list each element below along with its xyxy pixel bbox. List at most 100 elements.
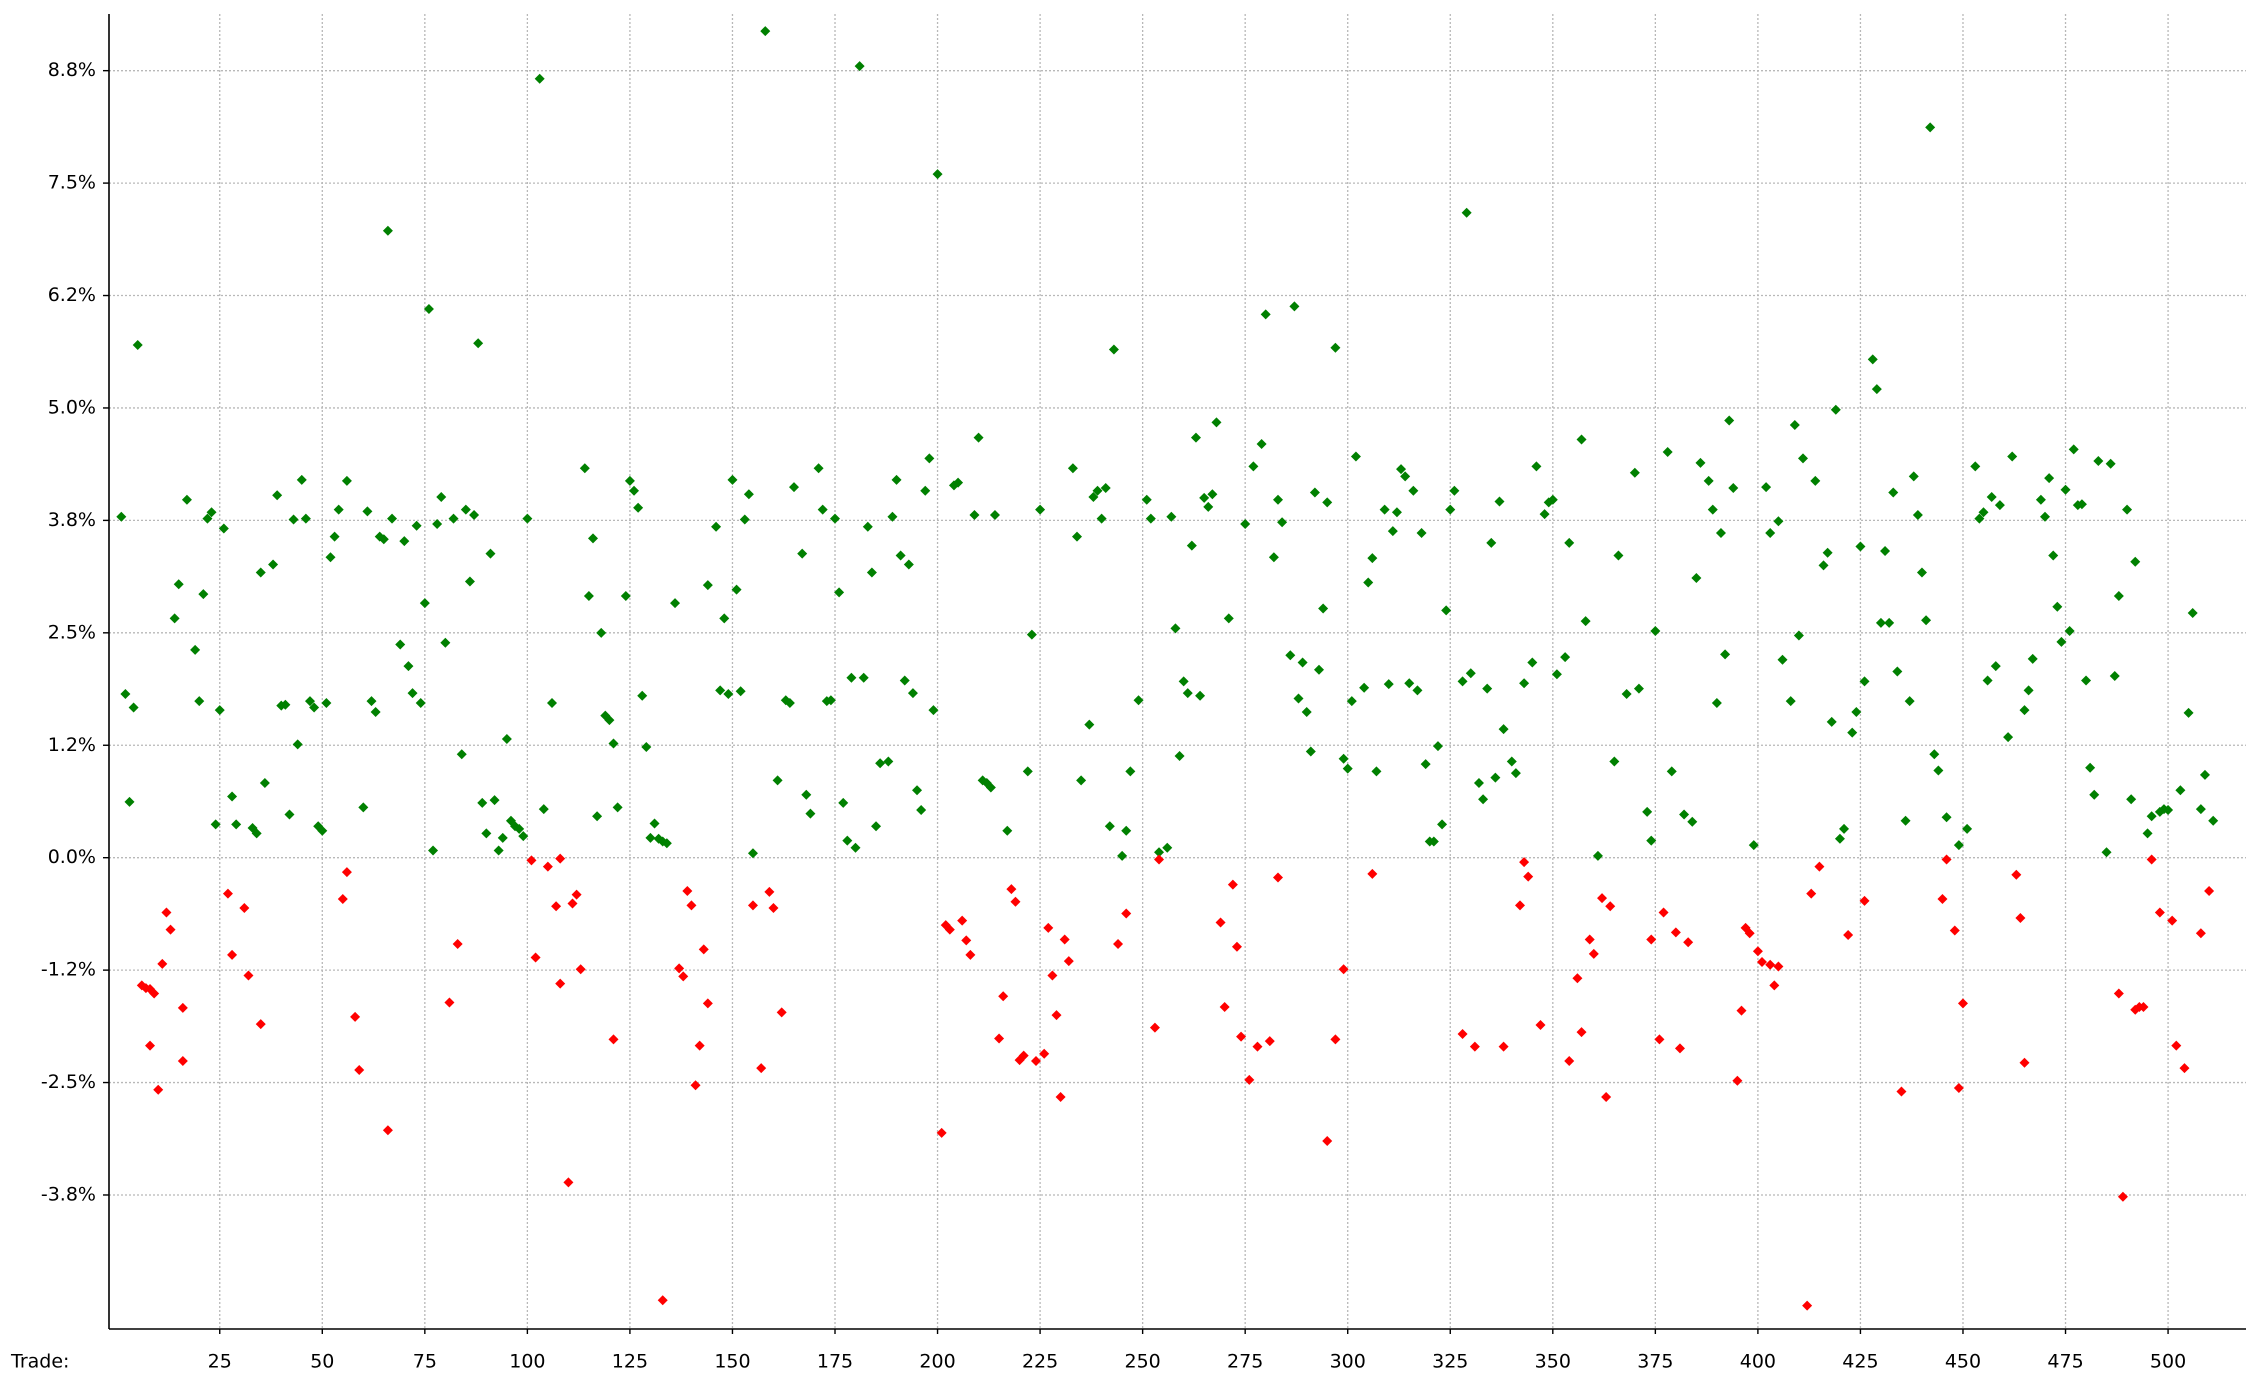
point [2101,847,2112,858]
point [1113,939,1124,950]
point [899,675,910,686]
point [805,808,816,819]
point [1921,615,1932,626]
point [739,514,750,525]
x-tick-label: 75 [413,1351,437,1373]
point [489,795,500,806]
point [1272,872,1283,883]
point [1720,649,1731,660]
point [555,978,566,989]
point [801,789,812,800]
point [1457,1028,1468,1039]
point [1834,833,1845,844]
point [1314,664,1325,675]
point [2130,556,2141,567]
point [1715,527,1726,538]
point [834,587,845,598]
point [161,907,172,918]
point [452,939,463,950]
point [1818,560,1829,571]
point [891,474,902,485]
point [1145,513,1156,524]
point [1420,759,1431,770]
point [830,513,841,524]
point [965,949,976,960]
point [292,739,303,750]
point [1367,553,1378,564]
point [825,695,836,706]
point [1121,825,1132,836]
point [854,61,865,72]
y-tick-label: 2.5% [48,621,96,643]
point [2146,811,2157,822]
point [2167,915,2178,926]
y-tick-label: 8.8% [48,59,96,81]
point [1092,485,1103,496]
point [1465,668,1476,679]
point [333,504,344,515]
point [272,490,283,501]
point [583,590,594,601]
point [1264,1036,1275,1047]
point [1551,669,1562,680]
x-tick-label: 250 [1125,1351,1161,1373]
point [846,672,857,683]
point [1724,415,1735,426]
point [304,696,315,707]
point [1830,404,1841,415]
point [1010,896,1021,907]
point [1293,693,1304,704]
point [177,1055,188,1066]
point [2060,484,2071,495]
point [2023,685,2034,696]
point [1022,766,1033,777]
point [1666,766,1677,777]
point [329,531,340,542]
point [2187,608,2198,619]
point [989,509,1000,520]
x-tick-label: 300 [1330,1351,1366,1373]
point [1195,690,1206,701]
point [567,898,578,909]
point [206,507,217,518]
point [1506,756,1517,767]
point [1272,494,1283,505]
point [2068,444,2079,455]
x-tick-label: 450 [1945,1351,1981,1373]
point [1133,695,1144,706]
point [985,782,996,793]
point [1432,741,1443,752]
point [145,1040,156,1051]
point [2122,504,2133,515]
point [743,489,754,500]
point [415,697,426,708]
point [674,963,685,974]
point [259,778,270,789]
point [1654,1034,1665,1045]
point [702,998,713,1009]
point [444,997,455,1008]
point [1728,483,1739,494]
x-tick-label: 375 [1637,1351,1673,1373]
point [1773,516,1784,527]
point [309,702,320,713]
point [2093,456,2104,467]
point [953,477,964,488]
point [907,688,918,699]
point [1404,678,1415,689]
point [1207,489,1218,500]
point [2035,494,2046,505]
point [2076,499,2087,510]
point [231,819,242,830]
point [210,819,221,830]
point [341,867,352,878]
point [1572,973,1583,984]
point [1084,719,1095,730]
point [1851,706,1862,717]
point [337,894,348,905]
point [883,756,894,767]
point [1871,384,1882,395]
point [1018,1050,1029,1061]
point [1658,907,1669,918]
point [563,1177,574,1188]
